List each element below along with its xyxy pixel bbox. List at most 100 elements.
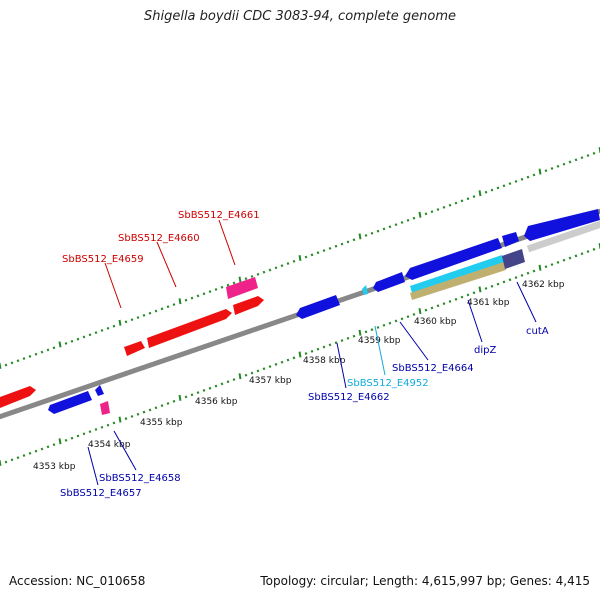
minor-tick (556, 260, 560, 264)
major-tick (178, 298, 182, 305)
gene-label-cuta[interactable]: cutA (526, 326, 549, 337)
gene-label-e4661[interactable]: SbBS512_E4661 (178, 210, 260, 221)
major-tick (358, 233, 362, 240)
callout-line (218, 219, 236, 266)
minor-tick (388, 225, 392, 229)
minor-tick (220, 285, 224, 289)
minor-tick (532, 269, 536, 273)
minor-tick (592, 247, 596, 251)
minor-tick (352, 238, 356, 242)
minor-tick (382, 323, 386, 327)
callout-line (399, 321, 429, 361)
minor-tick (472, 195, 476, 199)
minor-tick (22, 357, 26, 361)
minor-tick (286, 358, 290, 362)
minor-tick (460, 199, 464, 203)
minor-tick (442, 205, 446, 209)
callout-line (467, 299, 483, 343)
gene-label-e4660[interactable]: SbBS512_E4660 (118, 233, 200, 244)
minor-tick (250, 371, 254, 375)
minor-tick (376, 229, 380, 233)
callout-line (87, 446, 99, 486)
minor-tick (166, 401, 170, 405)
minor-tick (40, 350, 44, 354)
minor-tick (28, 354, 32, 358)
minor-tick (514, 179, 518, 183)
callout-line (516, 281, 537, 323)
gene-feature-e4658[interactable] (100, 401, 110, 415)
minor-tick (10, 458, 14, 462)
minor-tick (328, 343, 332, 347)
minor-tick (496, 186, 500, 190)
gene-feature-reverse[interactable] (502, 232, 519, 247)
gene-feature-e4660[interactable] (147, 309, 232, 348)
minor-tick (592, 151, 596, 155)
gene-feature-dark[interactable] (502, 249, 525, 269)
minor-tick (268, 268, 272, 272)
gene-feature-dipz-olive[interactable] (410, 262, 506, 300)
gene-feature-reverse[interactable] (95, 385, 104, 396)
minor-tick (256, 272, 260, 276)
minor-tick (286, 262, 290, 265)
callout-line (104, 262, 122, 309)
minor-tick (232, 378, 236, 382)
minor-tick (586, 154, 590, 157)
gene-label-e4662[interactable]: SbBS512_E4662 (308, 392, 390, 403)
minor-tick (4, 460, 8, 464)
gene-label-e4664[interactable]: SbBS512_E4664 (392, 363, 474, 374)
gene-label-e4658[interactable]: SbBS512_E4658 (99, 473, 181, 484)
gene-label-e4952[interactable]: SbBS512_E4952 (347, 378, 429, 389)
minor-tick (454, 297, 458, 301)
minor-tick (340, 339, 344, 342)
minor-tick (70, 339, 74, 343)
gene-feature-e4952[interactable] (362, 285, 368, 295)
gene-feature-e4662[interactable] (296, 295, 340, 319)
gene-feature-dipz-cyan[interactable] (410, 255, 505, 293)
minor-tick (52, 443, 56, 447)
major-tick (418, 308, 422, 315)
minor-tick (82, 432, 86, 436)
minor-tick (328, 246, 332, 250)
minor-tick (484, 286, 488, 290)
minor-tick (268, 365, 272, 368)
gene-feature-e4661[interactable] (226, 277, 258, 299)
minor-tick (460, 295, 464, 299)
tick-label: 4357 kbp (249, 376, 292, 386)
minor-tick (502, 184, 506, 188)
minor-tick (196, 294, 200, 298)
gene-label-e4659[interactable]: SbBS512_E4659 (62, 254, 144, 265)
minor-tick (514, 276, 518, 280)
gene-label-e4657[interactable]: SbBS512_E4657 (60, 488, 142, 499)
minor-tick (76, 337, 80, 341)
gene-feature-forward[interactable] (124, 341, 145, 356)
minor-tick (580, 252, 584, 256)
minor-tick (394, 319, 398, 323)
minor-tick (466, 197, 470, 201)
gene-feature-e4657[interactable] (48, 391, 92, 414)
minor-tick (322, 345, 326, 349)
gene-feature-forward[interactable] (233, 296, 264, 315)
minor-tick (190, 393, 194, 397)
genome-backbone-shadow (526, 220, 600, 253)
minor-tick (544, 169, 548, 173)
major-tick (298, 351, 302, 358)
gene-feature-cuta[interactable] (524, 209, 600, 241)
minor-tick (586, 250, 590, 253)
minor-tick (106, 423, 110, 427)
minor-tick (550, 263, 554, 267)
gene-feature-e4664[interactable] (405, 238, 502, 280)
minor-tick (412, 313, 416, 316)
gene-feature-forward[interactable] (0, 386, 36, 408)
minor-tick (484, 190, 488, 194)
minor-tick (4, 363, 8, 367)
gene-label-dipz[interactable]: dipZ (474, 345, 496, 356)
minor-tick (196, 391, 200, 395)
minor-tick (454, 201, 458, 205)
minor-tick (568, 256, 572, 260)
major-tick (298, 255, 302, 261)
minor-tick (520, 273, 524, 277)
gene-feature-reverse[interactable] (373, 272, 405, 292)
minor-tick (400, 221, 404, 224)
minor-tick (574, 158, 578, 162)
